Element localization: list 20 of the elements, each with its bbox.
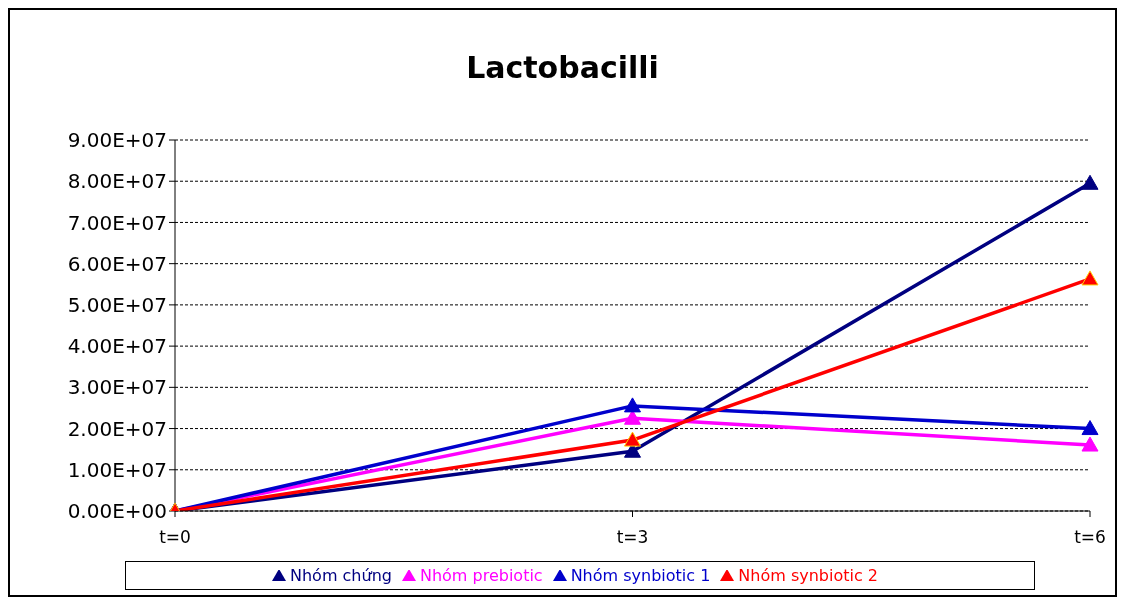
chart-title: Lactobacilli	[465, 49, 660, 87]
y-tick-label: 3.00E+07	[67, 375, 167, 400]
x-tick-label: t=0	[159, 527, 191, 548]
y-tick-label: 2.00E+07	[67, 416, 167, 441]
x-tick-label: t=3	[616, 527, 649, 548]
y-tick-label: 4.00E+07	[67, 334, 167, 359]
legend-label: Nhóm prebiotic	[419, 566, 543, 585]
y-tick-label: 5.00E+07	[67, 292, 167, 317]
y-tick-label: 8.00E+07	[67, 169, 167, 194]
y-tick-label: 9.00E+07	[67, 128, 167, 153]
y-tick-label: 6.00E+07	[67, 251, 167, 276]
legend-label: Nhóm synbiotic 2	[738, 566, 879, 585]
y-tick-label: 1.00E+07	[67, 457, 167, 482]
y-tick-label: 0.00E+00	[67, 499, 167, 524]
point	[1081, 270, 1099, 286]
x-tick-label: t=6	[1074, 527, 1106, 548]
legend-label: Nhóm chứng	[289, 566, 392, 585]
y-tick-label: 7.00E+07	[67, 210, 167, 235]
point	[1081, 436, 1099, 452]
legend-label: Nhóm synbiotic 1	[570, 566, 711, 585]
